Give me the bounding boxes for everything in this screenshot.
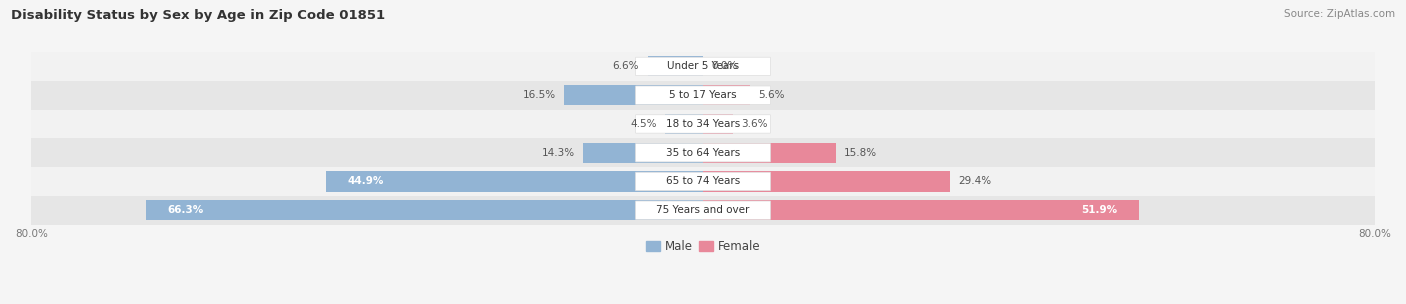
Bar bbox=[703, 200, 1139, 220]
Bar bbox=[31, 109, 1375, 138]
Text: 0.0%: 0.0% bbox=[711, 61, 738, 71]
Bar bbox=[583, 143, 703, 163]
Bar bbox=[31, 196, 1375, 225]
Text: 5.6%: 5.6% bbox=[758, 90, 785, 100]
Text: 14.3%: 14.3% bbox=[541, 148, 575, 158]
Bar bbox=[665, 114, 703, 134]
Text: 75 Years and over: 75 Years and over bbox=[657, 205, 749, 215]
Text: Under 5 Years: Under 5 Years bbox=[666, 61, 740, 71]
FancyBboxPatch shape bbox=[636, 86, 770, 104]
Text: 5 to 17 Years: 5 to 17 Years bbox=[669, 90, 737, 100]
FancyBboxPatch shape bbox=[636, 201, 770, 219]
Bar bbox=[146, 200, 703, 220]
Text: 44.9%: 44.9% bbox=[347, 176, 384, 186]
Bar bbox=[31, 81, 1375, 109]
Bar bbox=[703, 114, 733, 134]
Text: 4.5%: 4.5% bbox=[630, 119, 657, 129]
Legend: Male, Female: Male, Female bbox=[641, 235, 765, 257]
Text: Source: ZipAtlas.com: Source: ZipAtlas.com bbox=[1284, 9, 1395, 19]
Bar bbox=[31, 52, 1375, 81]
Text: 15.8%: 15.8% bbox=[844, 148, 877, 158]
Text: 66.3%: 66.3% bbox=[167, 205, 204, 215]
Bar bbox=[326, 171, 703, 192]
Text: 65 to 74 Years: 65 to 74 Years bbox=[666, 176, 740, 186]
Text: 3.6%: 3.6% bbox=[741, 119, 768, 129]
Bar bbox=[703, 85, 749, 105]
Bar bbox=[703, 171, 950, 192]
FancyBboxPatch shape bbox=[636, 172, 770, 191]
Bar bbox=[31, 167, 1375, 196]
Text: 35 to 64 Years: 35 to 64 Years bbox=[666, 148, 740, 158]
Text: Disability Status by Sex by Age in Zip Code 01851: Disability Status by Sex by Age in Zip C… bbox=[11, 9, 385, 22]
Bar bbox=[648, 56, 703, 77]
FancyBboxPatch shape bbox=[636, 57, 770, 76]
Bar bbox=[31, 138, 1375, 167]
Text: 51.9%: 51.9% bbox=[1081, 205, 1118, 215]
FancyBboxPatch shape bbox=[636, 115, 770, 133]
Text: 18 to 34 Years: 18 to 34 Years bbox=[666, 119, 740, 129]
Text: 16.5%: 16.5% bbox=[523, 90, 557, 100]
FancyBboxPatch shape bbox=[636, 143, 770, 162]
Bar bbox=[703, 143, 835, 163]
Text: 6.6%: 6.6% bbox=[613, 61, 640, 71]
Bar bbox=[564, 85, 703, 105]
Text: 29.4%: 29.4% bbox=[959, 176, 991, 186]
